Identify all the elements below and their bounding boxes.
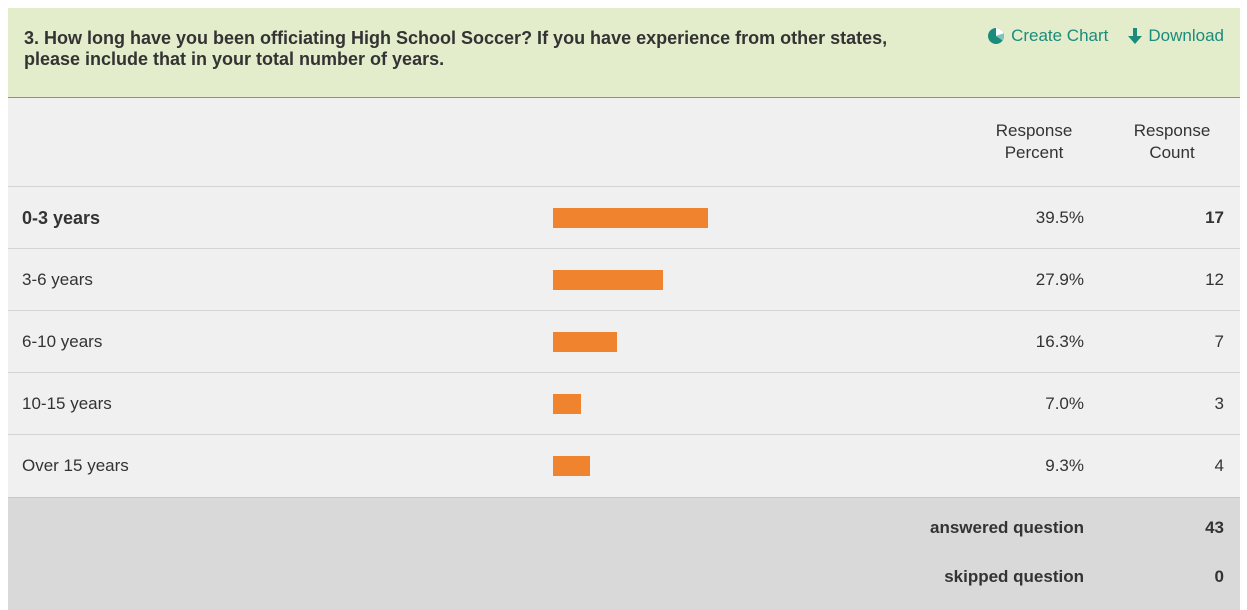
skipped-question-row: skipped question 0: [8, 557, 1240, 597]
survey-question-panel: 3. How long have you been officiating Hi…: [8, 8, 1240, 610]
answer-row: 3-6 years 27.9% 12: [8, 248, 1240, 311]
response-count: 3: [1214, 394, 1224, 413]
create-chart-label: Create Chart: [1011, 26, 1109, 45]
answer-label: 6-10 years: [22, 332, 103, 351]
response-percent: 7.0%: [1045, 394, 1084, 413]
download-button[interactable]: Download: [1128, 26, 1224, 46]
question-header: 3. How long have you been officiating Hi…: [8, 8, 1240, 98]
response-count: 4: [1214, 456, 1224, 475]
answer-row: 10-15 years 7.0% 3: [8, 372, 1240, 435]
answer-label: 3-6 years: [22, 270, 93, 289]
answer-row: 0-3 years 39.5% 17: [8, 186, 1240, 249]
create-chart-button[interactable]: Create Chart: [987, 26, 1108, 46]
question-title: 3. How long have you been officiating Hi…: [24, 28, 888, 69]
response-bar: [553, 270, 663, 290]
response-bar: [553, 394, 581, 414]
answer-label: 10-15 years: [22, 394, 112, 413]
summary-section: answered question 43 skipped question 0: [8, 497, 1240, 610]
response-percent: 39.5%: [1035, 208, 1084, 227]
skipped-question-label: skipped question: [944, 567, 1084, 586]
response-bar: [553, 456, 590, 476]
response-bar: [553, 332, 617, 352]
skipped-question-value: 0: [1214, 567, 1224, 586]
response-percent-header: Response Percent: [995, 121, 1073, 162]
answer-row: 6-10 years 16.3% 7: [8, 310, 1240, 373]
question-actions: Create Chart Download: [987, 26, 1224, 46]
answer-label: Over 15 years: [22, 456, 129, 475]
response-percent: 9.3%: [1045, 456, 1084, 475]
answer-row: Over 15 years 9.3% 4: [8, 434, 1240, 497]
answered-question-row: answered question 43: [8, 508, 1240, 548]
answered-question-value: 43: [1205, 518, 1224, 537]
answer-label: 0-3 years: [22, 208, 101, 228]
response-count: 7: [1214, 332, 1224, 351]
response-count-header: Response Count: [1133, 121, 1211, 162]
response-percent: 27.9%: [1035, 270, 1084, 289]
response-count: 12: [1205, 270, 1224, 289]
pie-chart-icon: [988, 28, 1005, 44]
arrow-down-icon: [1128, 28, 1143, 44]
response-count: 17: [1205, 208, 1224, 227]
answered-question-label: answered question: [930, 518, 1084, 537]
download-label: Download: [1148, 26, 1224, 45]
response-bar: [553, 208, 708, 228]
response-percent: 16.3%: [1035, 332, 1084, 351]
